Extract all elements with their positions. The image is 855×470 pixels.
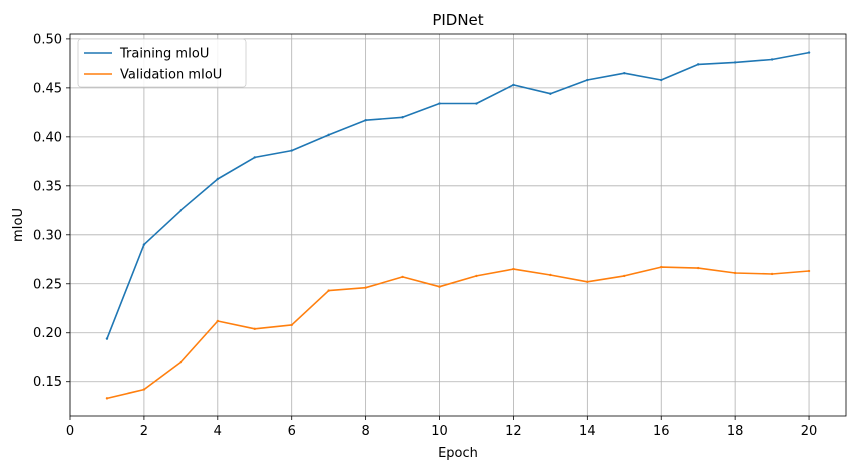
y-tick-label: 0.35 [33,179,62,194]
data-point [105,337,109,340]
data-point [660,78,663,82]
y-tick-label: 0.45 [33,81,62,96]
data-point [364,118,367,122]
y-axis-label: mIoU [11,208,26,242]
series-line-0 [106,51,810,339]
data-point [216,177,220,181]
data-point [733,271,737,275]
x-tick-label: 4 [214,424,222,439]
x-tick-label: 6 [288,424,296,439]
data-point [438,102,441,105]
series [105,51,811,400]
legend-label: Training mIoU [119,47,209,62]
data-point [179,360,183,364]
data-point [770,58,774,61]
data-point [770,272,774,276]
data-point [623,274,626,278]
chart-title: PIDNet [432,11,483,29]
x-tick-label: 10 [431,424,448,439]
y-tick-label: 0.40 [33,130,62,145]
legend-box [77,38,247,88]
data-point [327,289,330,292]
x-tick-label: 18 [727,424,744,439]
data-point [549,273,552,277]
data-point [512,267,515,271]
data-point [142,388,146,391]
y-tick-label: 0.15 [33,375,62,390]
y-tick-label: 0.25 [33,277,62,292]
y-tick-label: 0.20 [33,326,62,341]
data-point [364,286,367,289]
x-tick-label: 14 [579,424,596,439]
plot-frame [69,33,847,417]
data-point [696,63,700,66]
x-tick-label: 8 [361,424,369,439]
y-tick-label: 0.30 [33,228,62,243]
data-point [623,71,626,75]
data-point [290,149,293,152]
data-point [660,265,663,269]
data-point [290,323,293,327]
data-point [586,280,589,284]
data-point [401,275,404,279]
x-tick-label: 2 [140,424,148,439]
data-point [105,397,109,400]
x-axis-label: Epoch [438,446,478,461]
legend-label: Validation mIoU [120,68,222,83]
data-point [327,133,330,137]
data-point [807,269,811,273]
data-point [142,243,146,246]
legend: Training mIoU Validation mIoU [77,38,247,88]
data-point [401,116,404,119]
y-axis: 0.15 0.20 0.25 0.30 0.35 0.40 0.45 0.50 [33,32,70,390]
data-point [696,266,700,270]
data-point [549,92,552,95]
x-axis: 0 2 4 6 8 10 12 14 16 18 20 [66,416,817,439]
series-line-1 [106,266,810,400]
grid [69,34,846,416]
data-point [475,102,478,105]
data-point [253,327,256,331]
data-point [733,61,737,64]
data-point [179,209,183,212]
data-point [475,274,478,278]
data-point [253,156,256,159]
x-tick-label: 20 [801,424,818,439]
data-point [586,78,589,82]
plot-border [69,33,847,417]
x-tick-label: 16 [653,424,670,439]
data-point [807,51,811,54]
data-point [512,83,515,87]
data-point [216,319,220,323]
x-tick-label: 12 [505,424,522,439]
x-tick-label: 0 [66,424,74,439]
data-point [438,285,441,288]
y-tick-label: 0.50 [33,32,62,47]
